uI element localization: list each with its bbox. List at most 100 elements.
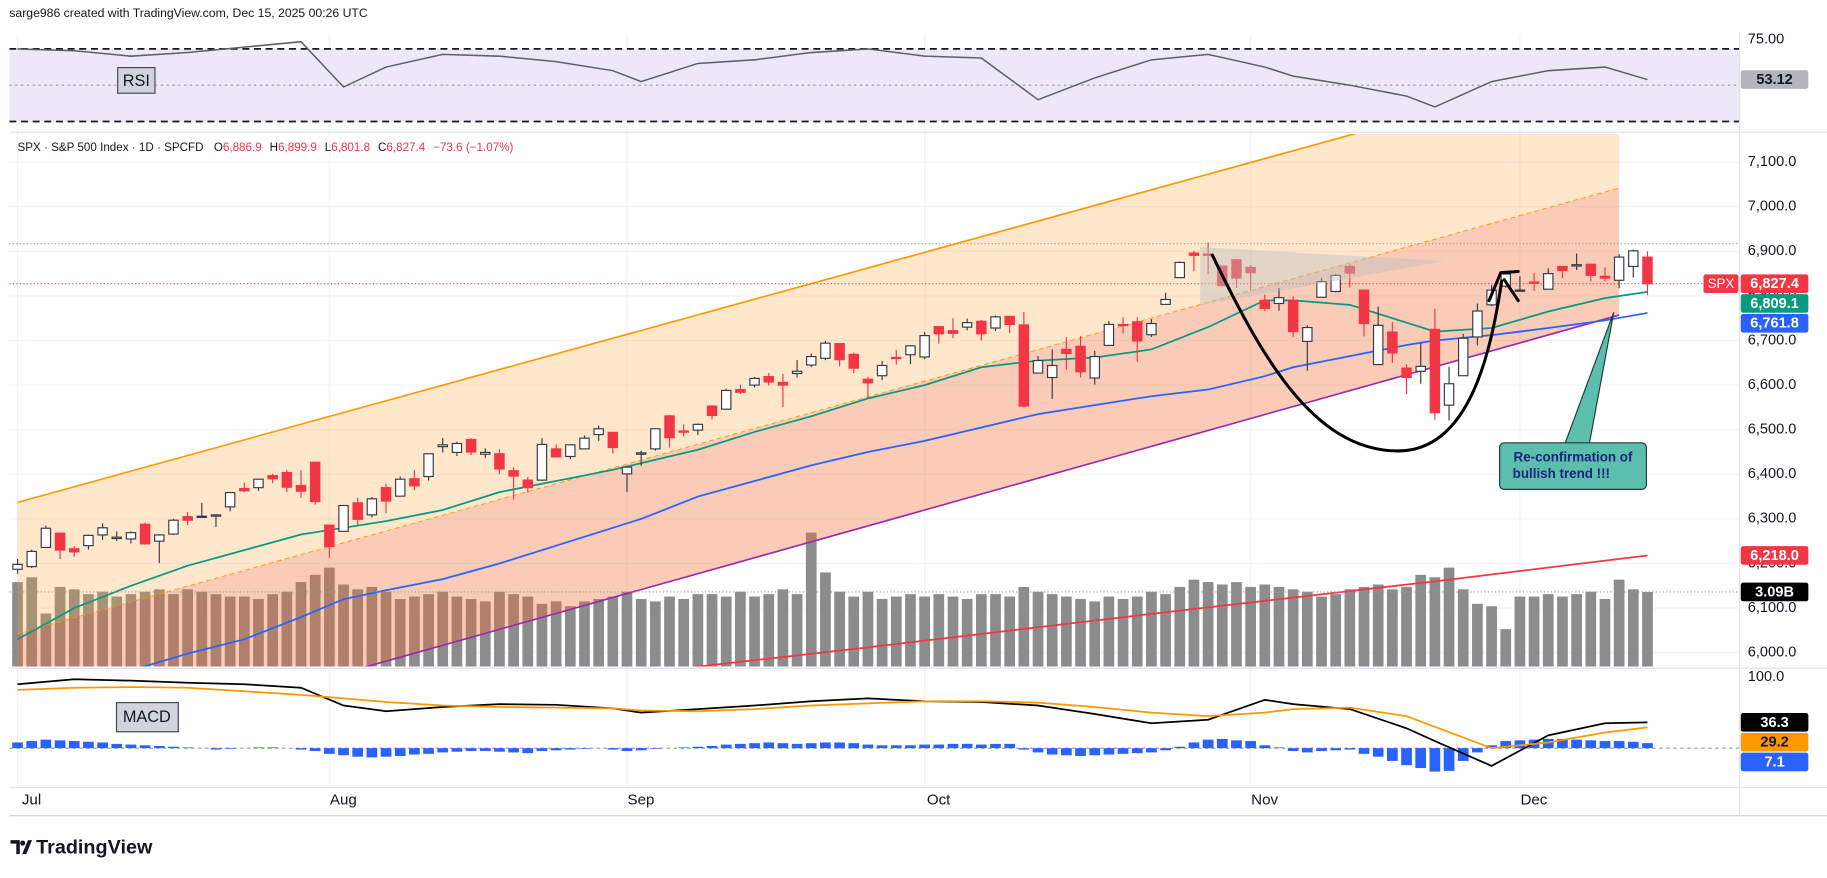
channel-upper: [17, 134, 1357, 504]
candle-body: [1344, 265, 1356, 274]
volume-bar: [54, 586, 66, 667]
price-badge: [1740, 732, 1809, 752]
rsi-title-box: [117, 67, 156, 94]
candle-body: [1188, 252, 1200, 256]
volume-bar: [139, 591, 151, 667]
rsi-pane: [9, 40, 1740, 123]
volume-bar: [465, 598, 477, 667]
macd-histogram-bar: [1599, 741, 1611, 749]
candle-body: [650, 428, 661, 450]
candle-body: [394, 478, 406, 497]
volume-bar: [1372, 584, 1384, 667]
volume-bar: [1146, 591, 1157, 667]
macd-histogram-bar: [720, 744, 732, 749]
candle-body: [40, 527, 52, 549]
channel-upper-fill: [17, 134, 1620, 634]
candle-body: [366, 498, 378, 516]
logo-dot: [20, 840, 26, 846]
candle-body: [550, 448, 562, 458]
volume-bar: [238, 596, 250, 667]
x-tick-label: Sep: [628, 791, 655, 808]
candle-body: [862, 378, 874, 384]
candle-body: [1628, 250, 1639, 268]
candle-body: [1571, 264, 1582, 267]
rsi-band: [9, 48, 1740, 122]
candle-body: [182, 516, 193, 521]
price-badge: [1740, 313, 1809, 333]
candle-body: [1330, 274, 1341, 293]
macd-histogram-bar: [1061, 748, 1072, 756]
volume-bar: [564, 606, 576, 667]
logo: TradingView: [10, 837, 153, 859]
volume-bar: [1585, 591, 1597, 667]
candle-body: [409, 478, 420, 487]
macd-histogram-bar: [692, 746, 704, 749]
macd-histogram-bar: [1231, 740, 1242, 749]
volume-bar: [1117, 598, 1129, 667]
macd-histogram-bar: [579, 748, 590, 749]
price-badge: [1740, 294, 1809, 313]
macd-histogram-bar: [975, 744, 987, 749]
macd-histogram-bar: [961, 743, 973, 749]
macd-histogram-bar: [649, 748, 661, 749]
price-pane: [9, 134, 1740, 667]
macd-histogram-bar: [1089, 748, 1101, 756]
candle-body: [1472, 310, 1483, 338]
candle-body: [1585, 263, 1597, 276]
candle-body: [607, 431, 619, 449]
candle-body: [480, 451, 491, 455]
candle-body: [635, 452, 647, 455]
volume-bar: [862, 591, 874, 667]
volume-bar: [1231, 582, 1242, 667]
volume-bar: [366, 586, 378, 667]
macd-histogram-bar: [1457, 748, 1469, 761]
volume-bar: [295, 582, 307, 667]
volume-bar: [820, 572, 831, 667]
macd-histogram-bar: [1004, 743, 1016, 749]
volume-bar: [905, 594, 916, 667]
macd-histogram-bar: [621, 748, 633, 751]
callout-text: bullish trend !!!: [1513, 466, 1610, 481]
cup-arc: [1210, 253, 1504, 453]
candle-body: [1372, 324, 1384, 366]
volume-bar: [394, 598, 406, 667]
volume-bar: [1061, 596, 1072, 667]
candle-body: [1245, 266, 1256, 274]
candle-body: [763, 376, 774, 383]
volume-bar: [1344, 589, 1356, 667]
candle-body: [68, 548, 80, 553]
symbol-badge: [1703, 274, 1739, 294]
candle-body: [1415, 365, 1426, 372]
macd-histogram-bar: [947, 743, 959, 749]
candle-body: [83, 534, 94, 547]
candle-body: [239, 487, 250, 492]
y-tick-label: 75.00: [1748, 32, 1784, 48]
candle-body: [1613, 256, 1625, 281]
y-tick-label: 7,100.0: [1748, 154, 1797, 170]
volume-bar: [423, 594, 434, 667]
y-tick-label: 6,400.0: [1748, 466, 1797, 482]
macd-histogram-bar: [1344, 748, 1356, 750]
x-tick-label: Dec: [1520, 791, 1547, 808]
macd-histogram-bar: [54, 740, 66, 749]
volume-bar: [508, 594, 519, 667]
volume-bar: [1245, 586, 1256, 667]
candle-body: [139, 523, 151, 545]
volume-bar: [40, 613, 52, 667]
volume-bar: [1542, 594, 1554, 667]
macd-histogram-bar: [1486, 745, 1497, 749]
macd-title-box: [115, 702, 179, 733]
price-badge: [1740, 546, 1809, 565]
x-tick-label: Nov: [1251, 791, 1278, 808]
candle-body: [125, 532, 137, 540]
grey-zone: [1200, 247, 1445, 306]
candle-body: [777, 381, 789, 386]
candle-body: [806, 355, 817, 366]
volume-bar: [1330, 594, 1342, 667]
volume-bar: [876, 598, 888, 667]
ohlc-key: O: [214, 141, 223, 154]
volume-bar: [1387, 589, 1398, 667]
price-badge-label: 6,761.8: [1750, 316, 1799, 332]
volume-bar: [26, 577, 38, 667]
volume-bar: [933, 594, 945, 667]
